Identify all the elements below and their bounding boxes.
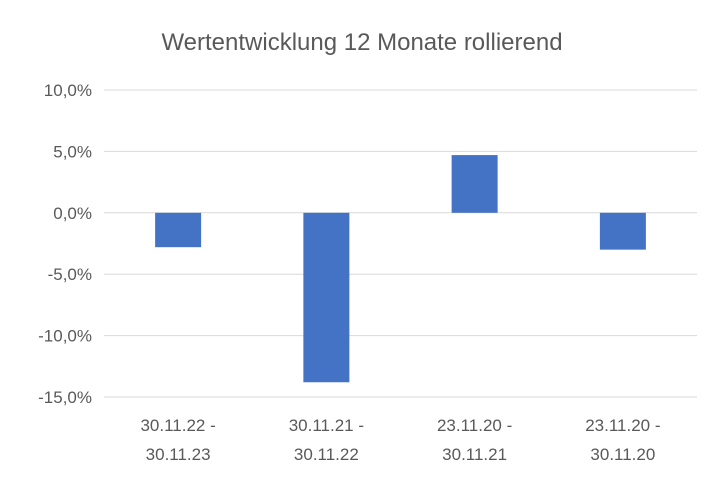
x-axis-category-labels: 30.11.22 -30.11.23 30.11.21 -30.11.22 23.1… — [140, 416, 660, 464]
bars — [155, 155, 646, 383]
gridlines — [104, 89, 697, 398]
y-tick-label: -10,0% — [38, 327, 92, 346]
y-tick-label: 5,0% — [53, 142, 92, 161]
x-category-label: 30.11.22 -30.11.23 — [140, 416, 215, 464]
bar — [155, 212, 202, 248]
bar — [451, 155, 498, 213]
y-tick-label: -5,0% — [48, 265, 92, 284]
y-tick-label: 10,0% — [44, 81, 92, 100]
y-axis-tick-labels: 10,0% 5,0% 0,0% -5,0% -10,0% -15,0% — [38, 81, 92, 407]
bar — [599, 212, 646, 250]
y-tick-label: -15,0% — [38, 388, 92, 407]
x-category-label: 23.11.20 -30.11.21 — [437, 416, 512, 464]
y-tick-label: 0,0% — [53, 204, 92, 223]
chart-title: Wertentwicklung 12 Monate rollierend — [161, 29, 562, 56]
x-category-label: 30.11.21 -30.11.22 — [289, 416, 364, 464]
bar — [303, 212, 350, 383]
x-category-label: 23.11.20 -30.11.20 — [585, 416, 660, 464]
